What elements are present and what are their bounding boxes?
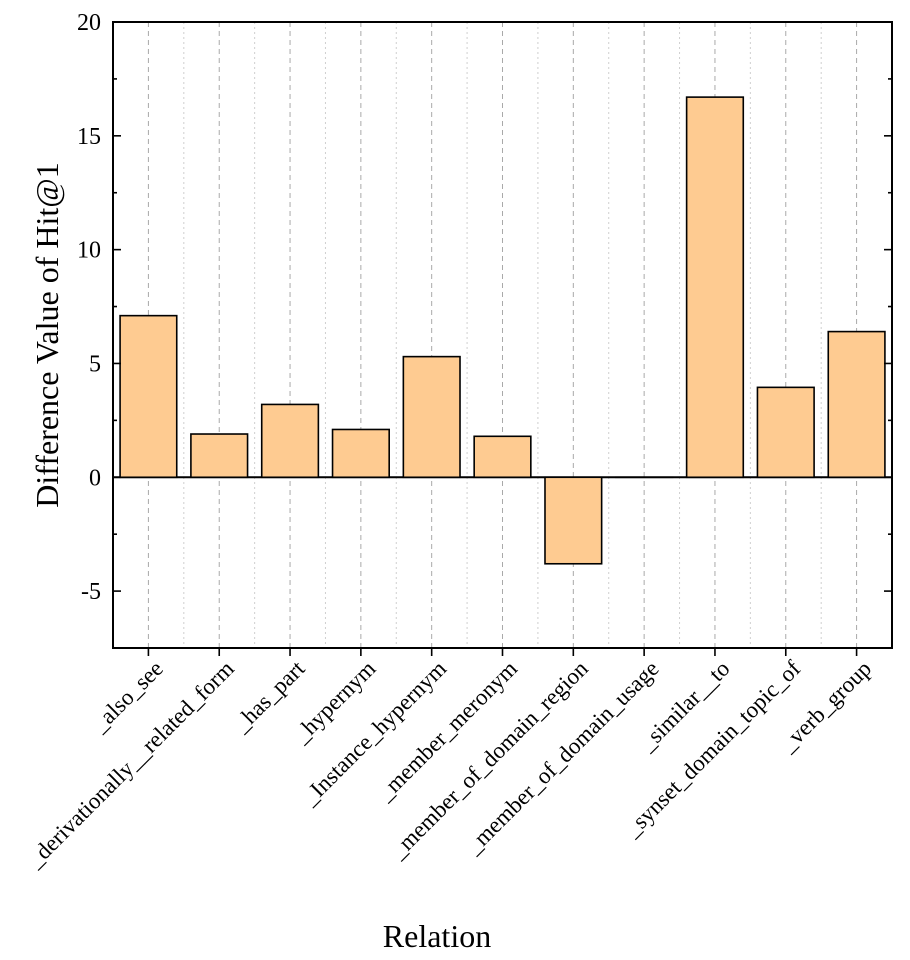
bar-has-part [260,403,320,479]
bar-derivationally-related-form [190,433,249,479]
bar-instance-hypernym [402,355,461,479]
bar-synset-domain-topic-of [756,386,815,479]
x-axis-title: Relation [383,918,491,954]
grid-lines [147,22,858,648]
y-tick-label: -5 [81,579,101,605]
y-tick-label: 5 [89,351,101,377]
y-axis-title: Difference Value of Hit@1 [29,162,65,508]
y-tick-label: 20 [77,10,101,36]
bar-also-see [119,314,178,479]
bar-hypernym [331,428,390,479]
y-tick-label: 15 [77,124,101,150]
bar-similar-to [685,96,745,479]
y-tick-label: 10 [77,238,101,264]
y-tick-label: 0 [89,465,101,491]
bar-verb-group [827,330,886,479]
x-axis-ticks: _also_see_derivationally__related_form_h… [22,648,876,873]
y-axis-ticks: -5 0 5 10 15 20 [77,10,892,649]
bar-member-of-domain-region [544,476,603,565]
bar-member-meronym [473,435,532,479]
bars [119,96,886,565]
